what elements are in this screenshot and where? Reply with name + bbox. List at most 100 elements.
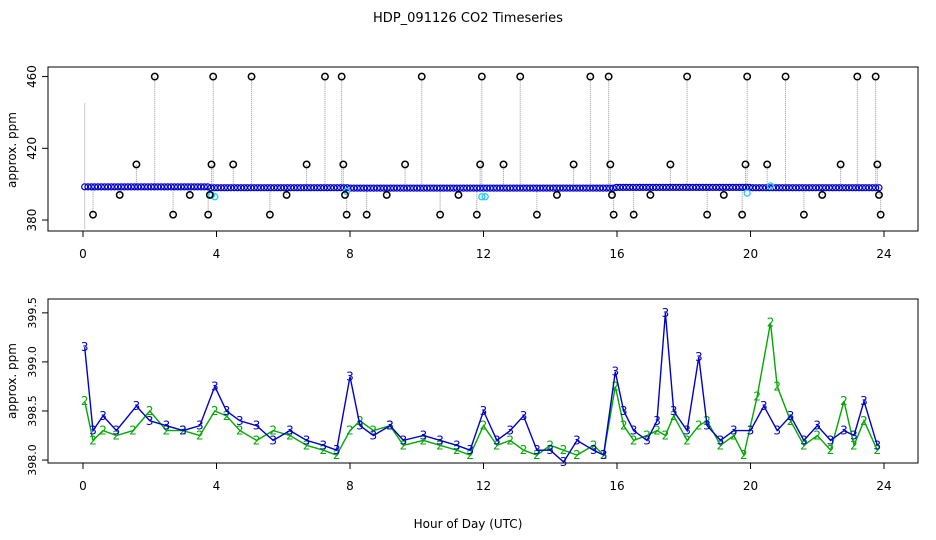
top-cyan-point bbox=[743, 189, 751, 197]
bottom-series-marker-2: 2 bbox=[89, 433, 97, 447]
top-baseline-point bbox=[453, 184, 461, 192]
top-baseline-point bbox=[446, 184, 454, 192]
bottom-series-marker-3: 3 bbox=[269, 433, 277, 447]
top-baseline-point bbox=[692, 183, 700, 191]
bottom-series-marker-3: 3 bbox=[860, 394, 868, 408]
bottom-series-marker-3: 3 bbox=[453, 438, 461, 452]
top-baseline-point bbox=[702, 183, 710, 191]
top-baseline-point bbox=[283, 184, 292, 192]
top-baseline-point bbox=[875, 184, 883, 192]
top-baseline-point bbox=[114, 183, 122, 191]
top-baseline-point bbox=[606, 184, 614, 192]
bottom-series-marker-3: 3 bbox=[773, 424, 781, 438]
top-baseline-point bbox=[858, 184, 866, 192]
top-baseline-point bbox=[233, 184, 242, 192]
top-baseline-point bbox=[526, 184, 534, 192]
bottom-series-marker-2: 2 bbox=[683, 433, 691, 447]
top-baseline-point bbox=[798, 184, 807, 192]
bottom-series-marker-2: 2 bbox=[630, 433, 638, 447]
bottom-series-marker-3: 3 bbox=[493, 433, 501, 447]
bottom-x-tick-label: 20 bbox=[743, 479, 758, 493]
top-baseline-point bbox=[360, 184, 368, 192]
bottom-series-marker-2: 2 bbox=[800, 438, 808, 452]
top-baseline-point bbox=[519, 184, 527, 192]
bottom-series-marker-2: 2 bbox=[303, 438, 311, 452]
top-outlier-point bbox=[229, 160, 238, 169]
top-baseline-point bbox=[503, 184, 511, 192]
top-baseline-point bbox=[94, 183, 102, 191]
bottom-series-marker-2: 2 bbox=[319, 443, 327, 457]
bottom-series-marker-3: 3 bbox=[286, 424, 294, 438]
bottom-y-tick-label: 398.5 bbox=[26, 395, 39, 427]
bottom-series-marker-3: 3 bbox=[590, 443, 598, 457]
top-baseline-point bbox=[755, 184, 763, 192]
top-baseline-point bbox=[313, 184, 321, 192]
top-outlier-point bbox=[763, 160, 772, 169]
top-outlier-point bbox=[818, 190, 827, 199]
top-baseline-point bbox=[250, 184, 258, 192]
top-baseline-point bbox=[144, 183, 152, 191]
bottom-series-marker-3: 3 bbox=[573, 433, 581, 447]
top-baseline-point bbox=[675, 183, 684, 191]
top-baseline-point bbox=[243, 184, 252, 192]
top-baseline-point bbox=[835, 184, 843, 192]
top-baseline-point bbox=[815, 184, 823, 192]
bottom-y-tick-label: 399.5 bbox=[26, 297, 39, 329]
top-y-axis-label: approx. ppm bbox=[5, 112, 19, 188]
top-baseline-point bbox=[120, 183, 129, 191]
top-baseline-point bbox=[101, 183, 109, 191]
bottom-series-marker-3: 3 bbox=[420, 429, 428, 443]
bottom-series-marker-3: 3 bbox=[179, 424, 187, 438]
top-outlier-point bbox=[532, 210, 541, 219]
top-baseline-point bbox=[466, 184, 474, 192]
x-axis-label: Hour of Day (UTC) bbox=[414, 517, 523, 531]
top-outlier-point bbox=[606, 160, 615, 169]
bottom-series-marker-3: 3 bbox=[89, 424, 97, 438]
top-baseline-point bbox=[167, 183, 175, 191]
bottom-series-marker-2: 2 bbox=[546, 438, 554, 452]
bottom-y-tick-label: 398.0 bbox=[26, 444, 39, 476]
top-baseline-point bbox=[868, 184, 876, 192]
top-outlier-point bbox=[454, 190, 463, 199]
top-baseline-point bbox=[443, 184, 451, 192]
top-outlier-point bbox=[382, 190, 391, 199]
bottom-series-marker-2: 2 bbox=[146, 404, 154, 418]
bottom-x-tick-label: 16 bbox=[609, 479, 624, 493]
bottom-x-tick-label: 4 bbox=[213, 479, 221, 493]
bottom-series-marker-3: 3 bbox=[717, 433, 725, 447]
bottom-series-marker-3: 3 bbox=[620, 404, 628, 418]
top-baseline-point bbox=[685, 183, 694, 191]
top-baseline-point bbox=[197, 183, 205, 191]
top-baseline-point bbox=[204, 183, 212, 191]
top-baseline-point bbox=[380, 184, 388, 192]
bottom-series-marker-3: 3 bbox=[346, 370, 354, 384]
top-outlier-point bbox=[337, 72, 346, 81]
top-baseline-point bbox=[403, 184, 411, 192]
top-baseline-point bbox=[134, 183, 142, 191]
top-baseline-point bbox=[838, 184, 847, 192]
top-baseline-point bbox=[762, 184, 770, 192]
top-baseline-point bbox=[729, 183, 737, 191]
bottom-series-marker-3: 3 bbox=[163, 419, 171, 433]
top-baseline-point bbox=[200, 183, 208, 191]
top-outlier-point bbox=[609, 210, 618, 219]
top-baseline-point bbox=[602, 184, 611, 192]
top-baseline-point bbox=[270, 184, 278, 192]
bottom-series-marker-2: 2 bbox=[773, 379, 781, 393]
top-baseline-point bbox=[104, 183, 112, 191]
top-baseline-point bbox=[646, 183, 654, 191]
top-baseline-point bbox=[812, 184, 820, 192]
top-outlier-point bbox=[873, 160, 882, 169]
top-baseline-point bbox=[722, 183, 730, 191]
bottom-series-marker-3: 3 bbox=[600, 448, 608, 462]
top-baseline-point bbox=[267, 184, 275, 192]
top-baseline-point bbox=[137, 183, 145, 191]
top-baseline-point bbox=[390, 184, 398, 192]
top-baseline-point bbox=[237, 184, 245, 192]
bottom-series-marker-2: 2 bbox=[346, 424, 354, 438]
top-x-tick-label: 24 bbox=[876, 247, 891, 261]
bottom-series-marker-2: 2 bbox=[695, 419, 703, 433]
bottom-series-marker-2: 2 bbox=[813, 429, 821, 443]
bottom-series-marker-3: 3 bbox=[400, 433, 408, 447]
top-baseline-point bbox=[749, 184, 757, 192]
